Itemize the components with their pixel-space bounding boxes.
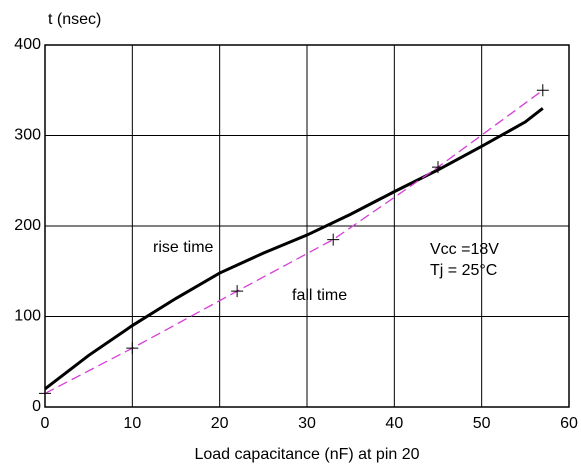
x-tick-label: 20 [211,415,229,432]
x-axis-label: Load capacitance (nF) at pin 20 [194,446,419,463]
point-marker [536,84,549,97]
x-tick-label: 60 [560,415,578,432]
point-marker [39,387,51,400]
x-tick-label: 10 [123,415,141,432]
point-marker [126,342,139,355]
point-marker [327,233,340,246]
y-tick-label: 0 [32,398,41,415]
y-tick-label: 200 [14,217,41,234]
y-axis-label: t (nsec) [48,11,101,28]
x-tick-label: 0 [41,415,50,432]
series-line [44,107,544,391]
y-tick-label: 100 [14,308,41,325]
series-label: rise time [153,239,214,256]
plot-frame [44,44,570,408]
y-tick-label: 300 [14,127,41,144]
x-tick-label: 40 [385,415,403,432]
x-tick-label: 50 [473,415,491,432]
series-line [44,89,544,395]
point-marker [432,161,444,174]
annotation: Tj = 25°C [430,262,497,279]
annotation: Vcc =18V [430,241,499,258]
y-tick-label: 400 [14,36,41,53]
series-label: fall time [292,287,347,304]
x-tick-label: 30 [298,415,316,432]
point-marker [231,285,244,298]
